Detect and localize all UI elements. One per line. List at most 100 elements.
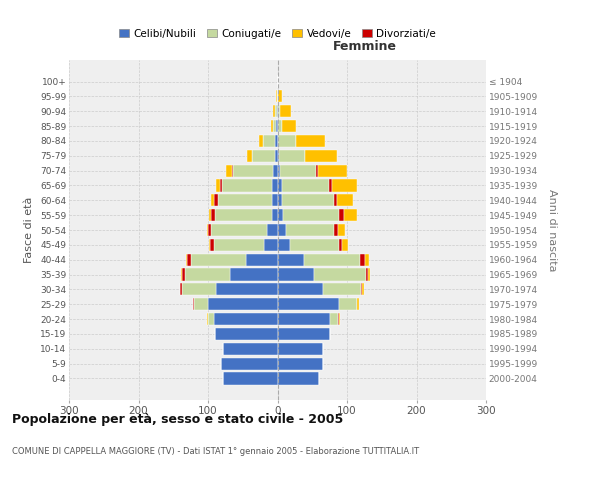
Bar [215,209,272,221]
Bar [214,194,218,206]
Bar [277,342,323,355]
Bar [187,254,191,266]
Bar [290,239,338,251]
Bar [267,224,277,236]
Bar [281,194,334,206]
Bar [277,135,278,147]
Bar [223,372,277,384]
Bar [276,90,277,102]
Bar [338,313,340,325]
Bar [277,298,338,310]
Bar [304,254,359,266]
Bar [277,313,329,325]
Bar [277,372,319,384]
Bar [365,254,368,266]
Bar [246,254,277,266]
Bar [334,194,337,206]
Bar [272,194,277,206]
Bar [334,224,338,236]
Bar [286,224,334,236]
Bar [221,358,277,370]
Bar [305,150,337,162]
Bar [271,120,272,132]
Bar [208,224,211,236]
Bar [278,90,281,102]
Bar [277,194,281,206]
Bar [263,135,275,147]
Bar [217,284,277,296]
Bar [314,268,366,280]
Bar [222,180,272,192]
Bar [344,209,357,221]
Bar [277,164,280,176]
Bar [206,224,208,236]
Bar [272,209,277,221]
Bar [277,209,283,221]
Bar [218,194,272,206]
Bar [208,313,214,325]
Bar [208,298,277,310]
Bar [357,298,358,310]
Bar [277,239,290,251]
Bar [361,284,362,296]
Bar [280,105,291,118]
Bar [338,298,357,310]
Bar [232,164,233,176]
Bar [278,120,281,132]
Bar [281,180,329,192]
Bar [274,105,275,118]
Bar [182,268,185,280]
Bar [181,268,182,280]
Bar [358,298,359,310]
Bar [368,268,370,280]
Text: Femmine: Femmine [333,40,397,53]
Bar [338,239,342,251]
Bar [362,284,364,296]
Bar [209,239,210,251]
Bar [226,164,232,176]
Bar [279,150,305,162]
Bar [277,224,286,236]
Bar [185,268,230,280]
Bar [223,342,277,355]
Bar [220,180,222,192]
Bar [263,239,277,251]
Bar [214,313,277,325]
Bar [316,164,318,176]
Bar [338,224,345,236]
Bar [338,209,344,221]
Bar [274,164,277,176]
Bar [275,135,277,147]
Bar [194,298,208,310]
Bar [277,90,278,102]
Bar [329,180,332,192]
Bar [323,284,361,296]
Bar [272,180,277,192]
Bar [211,194,214,206]
Bar [278,135,296,147]
Bar [277,150,279,162]
Bar [233,164,274,176]
Bar [193,298,194,310]
Text: COMUNE DI CAPPELLA MAGGIORE (TV) - Dati ISTAT 1° gennaio 2005 - Elaborazione TUT: COMUNE DI CAPPELLA MAGGIORE (TV) - Dati … [12,448,419,456]
Bar [277,284,323,296]
Y-axis label: Anni di nascita: Anni di nascita [547,188,557,271]
Bar [342,239,347,251]
Bar [283,209,338,221]
Bar [210,239,214,251]
Bar [280,164,316,176]
Bar [366,268,368,280]
Legend: Celibi/Nubili, Coniugati/e, Vedovi/e, Divorziati/e: Celibi/Nubili, Coniugati/e, Vedovi/e, Di… [115,24,440,42]
Bar [217,180,220,192]
Bar [277,105,280,118]
Bar [296,135,325,147]
Bar [180,284,182,296]
Bar [318,164,347,176]
Bar [247,150,253,162]
Bar [332,180,357,192]
Bar [230,268,277,280]
Bar [281,120,296,132]
Bar [253,150,275,162]
Bar [277,180,281,192]
Bar [275,150,277,162]
